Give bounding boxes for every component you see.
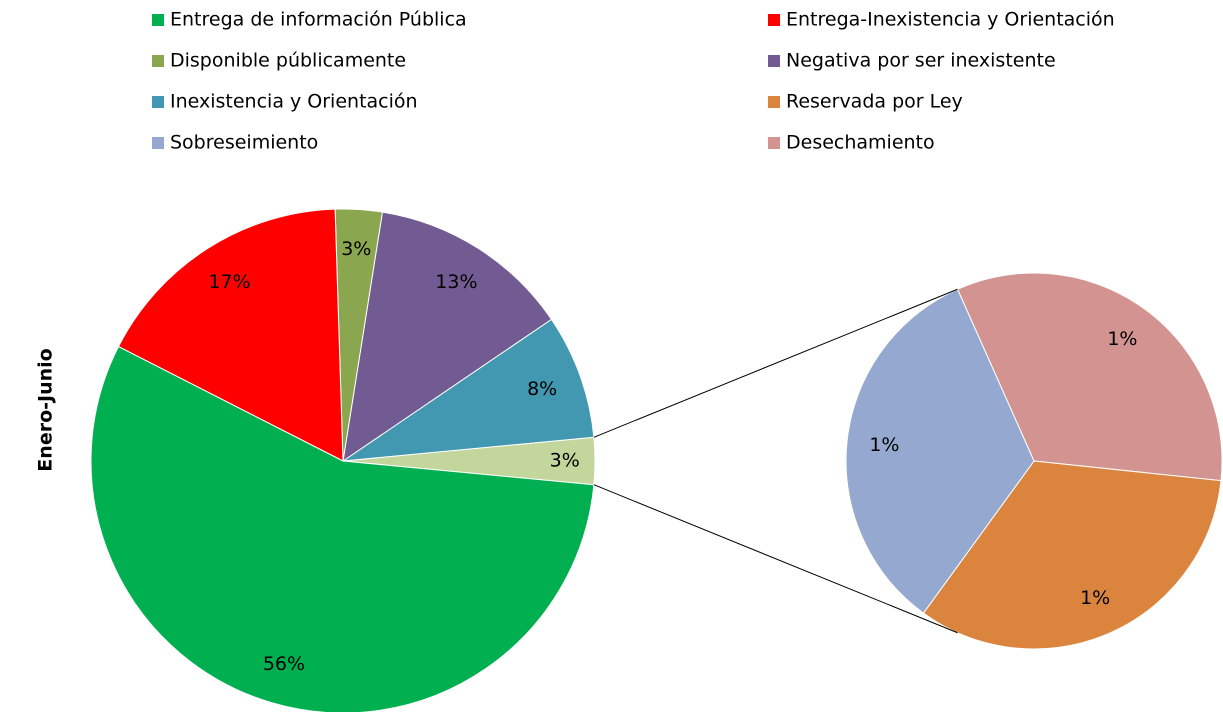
data-label: 1% xyxy=(869,434,899,456)
pie-slice xyxy=(90,345,595,712)
pie-slice xyxy=(342,211,553,463)
pie-slice xyxy=(845,288,1035,614)
data-label: 56% xyxy=(263,653,305,675)
data-label: 13% xyxy=(435,271,477,293)
legend-label: Desechamiento xyxy=(786,132,935,154)
data-label: 1% xyxy=(1107,328,1137,350)
legend-label: Negativa por ser inexistente xyxy=(786,50,1056,72)
legend-label: Entrega-Inexistencia y Orientación xyxy=(786,9,1115,31)
legend-swatch xyxy=(152,14,164,26)
pie-slice xyxy=(956,272,1223,482)
data-label: 3% xyxy=(550,450,580,472)
legend-swatch xyxy=(152,96,164,108)
legend-label: Inexistencia y Orientación xyxy=(170,91,418,113)
pie-slice xyxy=(922,460,1222,650)
legend-swatch xyxy=(152,55,164,67)
legend-label: Sobreseimiento xyxy=(170,132,318,154)
legend-swatch xyxy=(768,137,780,149)
connector-line xyxy=(593,484,958,634)
data-label: 17% xyxy=(208,271,250,293)
legend-swatch xyxy=(152,137,164,149)
legend-label: Reservada por Ley xyxy=(786,91,963,113)
data-label: 1% xyxy=(1080,587,1110,609)
legend-label: Disponible públicamente xyxy=(170,50,406,72)
legend-swatch xyxy=(768,55,780,67)
axis-label: Enero-Junio xyxy=(35,348,57,471)
connector-line xyxy=(593,288,958,438)
data-label: 3% xyxy=(341,238,371,260)
legend-label: Entrega de información Pública xyxy=(170,9,467,31)
pie-slice xyxy=(342,318,595,462)
legend-swatch xyxy=(768,96,780,108)
data-label: 8% xyxy=(527,378,557,400)
pie-slice xyxy=(117,208,344,462)
legend-swatch xyxy=(768,14,780,26)
